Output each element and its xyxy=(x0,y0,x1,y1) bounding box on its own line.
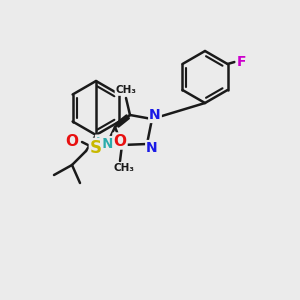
Text: S: S xyxy=(90,139,102,157)
Text: CH₃: CH₃ xyxy=(116,85,136,95)
Text: F: F xyxy=(237,55,246,69)
Text: N: N xyxy=(149,108,161,122)
Text: O: O xyxy=(113,134,127,148)
Text: O: O xyxy=(65,134,79,148)
Text: H: H xyxy=(96,136,106,148)
Text: N: N xyxy=(102,137,114,151)
Text: CH₃: CH₃ xyxy=(113,163,134,173)
Text: N: N xyxy=(146,141,158,155)
